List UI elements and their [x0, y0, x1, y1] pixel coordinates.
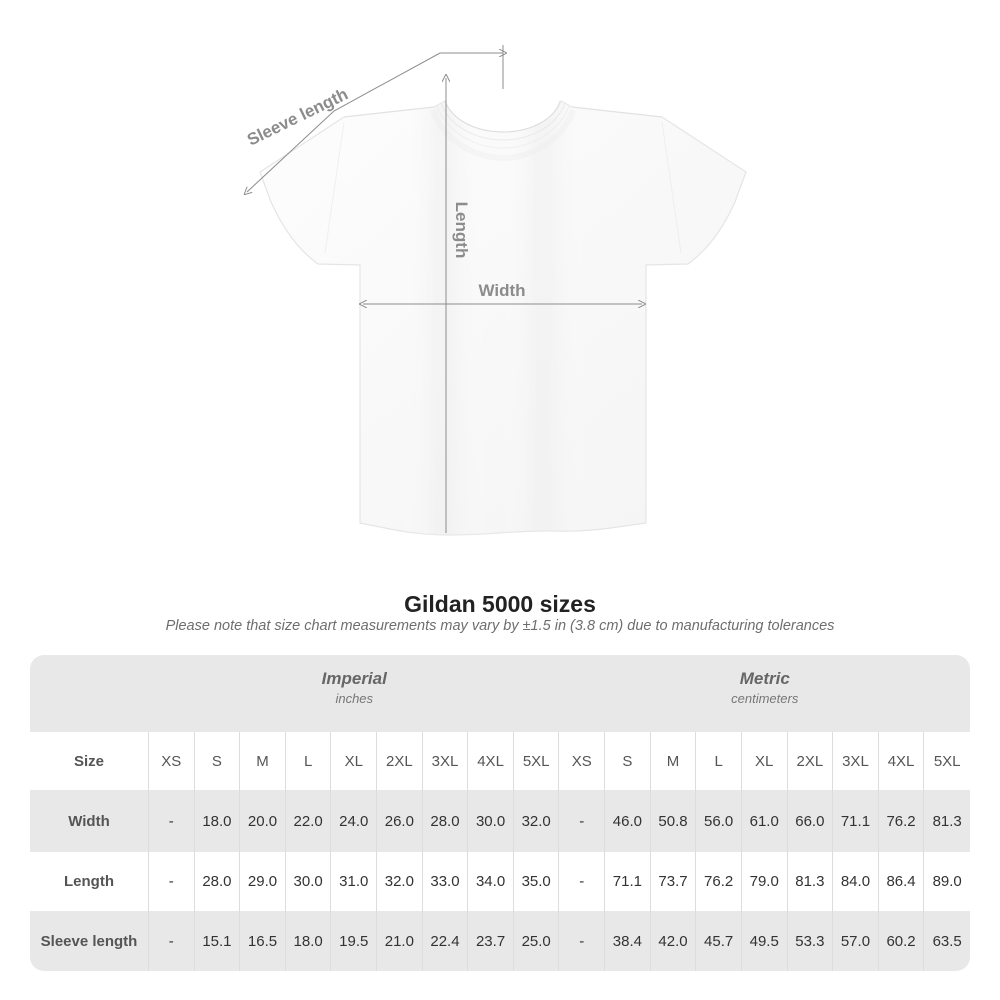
svg-text:Length: Length — [452, 202, 471, 259]
svg-text:Width: Width — [478, 281, 525, 300]
